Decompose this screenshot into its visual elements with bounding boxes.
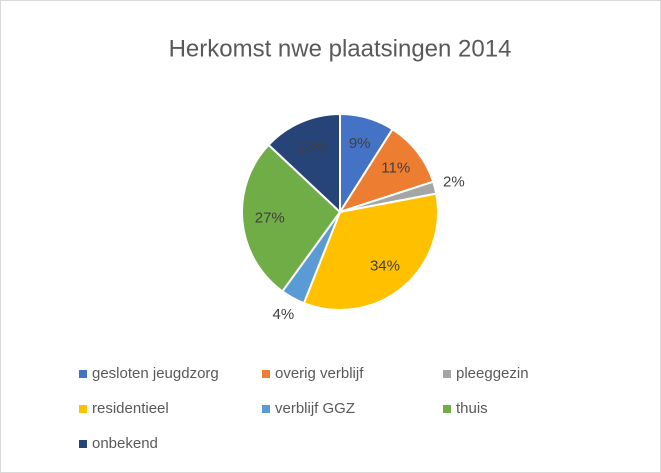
data-label: 11% [381,160,410,177]
legend-swatch [79,440,87,448]
legend-label: thuis [456,400,488,417]
legend-label: onbekend [92,435,158,452]
pie-slice [337,127,435,214]
legend-label: pleeggezin [456,365,529,382]
chart-title: Herkomst nwe plaatsingen 2014 [169,35,512,62]
data-label: 13% [297,138,327,155]
legend-label: residentieel [92,400,169,417]
legend-swatch [262,370,270,378]
data-label: 2% [443,174,465,191]
legend-swatch [443,405,451,413]
legend-swatch [262,405,270,413]
data-label: 4% [273,306,295,323]
legend-label: verblijf GGZ [275,400,355,417]
legend-swatch [79,370,87,378]
data-label: 9% [349,135,371,152]
legend-swatch [79,405,87,413]
legend-swatch [443,370,451,378]
data-label: 27% [255,210,285,227]
legend-label: gesloten jeugdzorg [92,365,219,382]
legend-label: overig verblijf [275,365,364,382]
pie-slice [302,192,439,311]
pie-slice [241,143,342,293]
data-label: 34% [370,257,400,274]
pie-slice [267,112,341,215]
